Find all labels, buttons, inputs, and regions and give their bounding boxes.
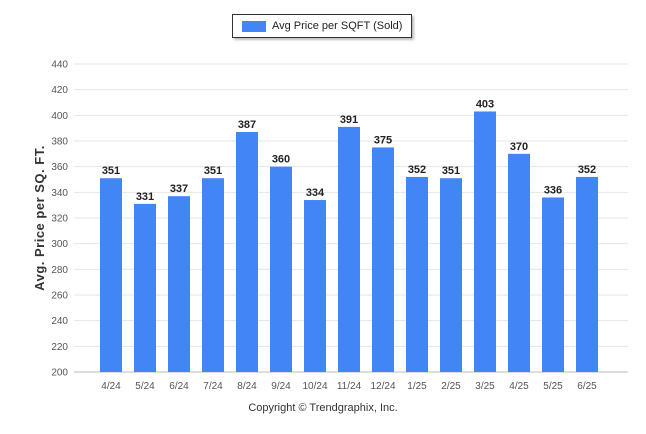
bar-11-24[interactable] — [338, 126, 360, 372]
data-label: 375 — [374, 134, 392, 146]
bar-1-25[interactable] — [406, 176, 428, 372]
data-label: 334 — [306, 187, 325, 199]
copyright-credit: Copyright © Trendgraphix, Inc. — [248, 402, 398, 414]
y-tick-label: 360 — [51, 162, 68, 173]
x-tick-label: 12/24 — [370, 381, 395, 392]
bar-5-25[interactable] — [542, 197, 564, 372]
bar-7-24[interactable] — [202, 178, 224, 372]
legend[interactable]: Avg Price per SQFT (Sold) — [232, 14, 412, 38]
x-tick-label: 5/25 — [543, 381, 563, 392]
x-tick-label: 10/24 — [302, 381, 327, 392]
y-tick-label: 380 — [51, 137, 68, 148]
data-label: 337 — [170, 183, 188, 195]
bar-8-24[interactable] — [236, 132, 258, 372]
x-tick-label: 6/25 — [577, 381, 597, 392]
bar-4-25[interactable] — [508, 153, 530, 372]
data-label: 387 — [238, 119, 256, 131]
y-tick-label: 300 — [51, 239, 68, 250]
bar-10-24[interactable] — [304, 200, 326, 372]
x-tick-label: 4/25 — [509, 381, 529, 392]
data-label: 370 — [510, 141, 528, 153]
data-label: 351 — [204, 165, 222, 177]
legend-swatch — [242, 20, 266, 32]
data-label: 351 — [102, 165, 120, 177]
y-tick-label: 400 — [51, 111, 68, 122]
bar-2-25[interactable] — [440, 178, 462, 372]
legend-label: Avg Price per SQFT (Sold) — [272, 20, 403, 32]
x-tick-label: 11/24 — [337, 381, 362, 392]
bar-3-25[interactable] — [474, 111, 496, 372]
x-tick-label: 4/24 — [101, 381, 121, 392]
x-tick-label: 5/24 — [135, 381, 155, 392]
bar-5-24[interactable] — [134, 203, 156, 372]
x-axis-ticks: 4/24 5/24 6/24 7/24 8/24 9/24 10/24 11/24 12/24 1… — [101, 381, 597, 392]
bar-4-24[interactable] — [100, 178, 122, 372]
data-label: 352 — [408, 164, 426, 176]
bars — [100, 111, 598, 372]
data-label: 360 — [272, 154, 290, 166]
y-axis-label: Avg. Price per SQ. FT. — [32, 145, 47, 291]
y-tick-label: 340 — [51, 188, 68, 199]
data-label: 336 — [544, 184, 562, 196]
bar-12-24[interactable] — [372, 147, 394, 372]
data-labels: 351 331 337 351 387 360 334 391 375 352 351 403 370 3… — [102, 98, 596, 202]
x-tick-label: 3/25 — [475, 381, 495, 392]
y-tick-label: 260 — [51, 291, 68, 302]
x-tick-label: 9/24 — [271, 381, 291, 392]
x-tick-label: 1/25 — [407, 381, 427, 392]
x-tick-label: 6/24 — [169, 381, 189, 392]
y-tick-label: 220 — [51, 342, 68, 353]
y-tick-label: 320 — [51, 214, 68, 225]
y-tick-label: 420 — [51, 85, 68, 96]
y-tick-label: 200 — [51, 368, 68, 379]
x-tick-label: 7/24 — [203, 381, 223, 392]
data-label: 391 — [340, 114, 358, 126]
data-label: 331 — [136, 191, 154, 203]
y-tick-label: 440 — [51, 60, 68, 71]
bar-6-24[interactable] — [168, 196, 190, 372]
y-tick-label: 280 — [51, 265, 68, 276]
bar-6-25[interactable] — [576, 176, 598, 372]
data-label: 351 — [442, 165, 460, 177]
x-tick-label: 8/24 — [237, 381, 257, 392]
data-label: 352 — [578, 164, 596, 176]
y-axis-ticks: 200 220 240 260 280 300 320 340 360 380 400 420 440 — [51, 60, 68, 379]
data-label: 403 — [476, 98, 494, 110]
bar-9-24[interactable] — [270, 166, 292, 372]
x-tick-label: 2/25 — [441, 381, 461, 392]
y-tick-label: 240 — [51, 316, 68, 327]
